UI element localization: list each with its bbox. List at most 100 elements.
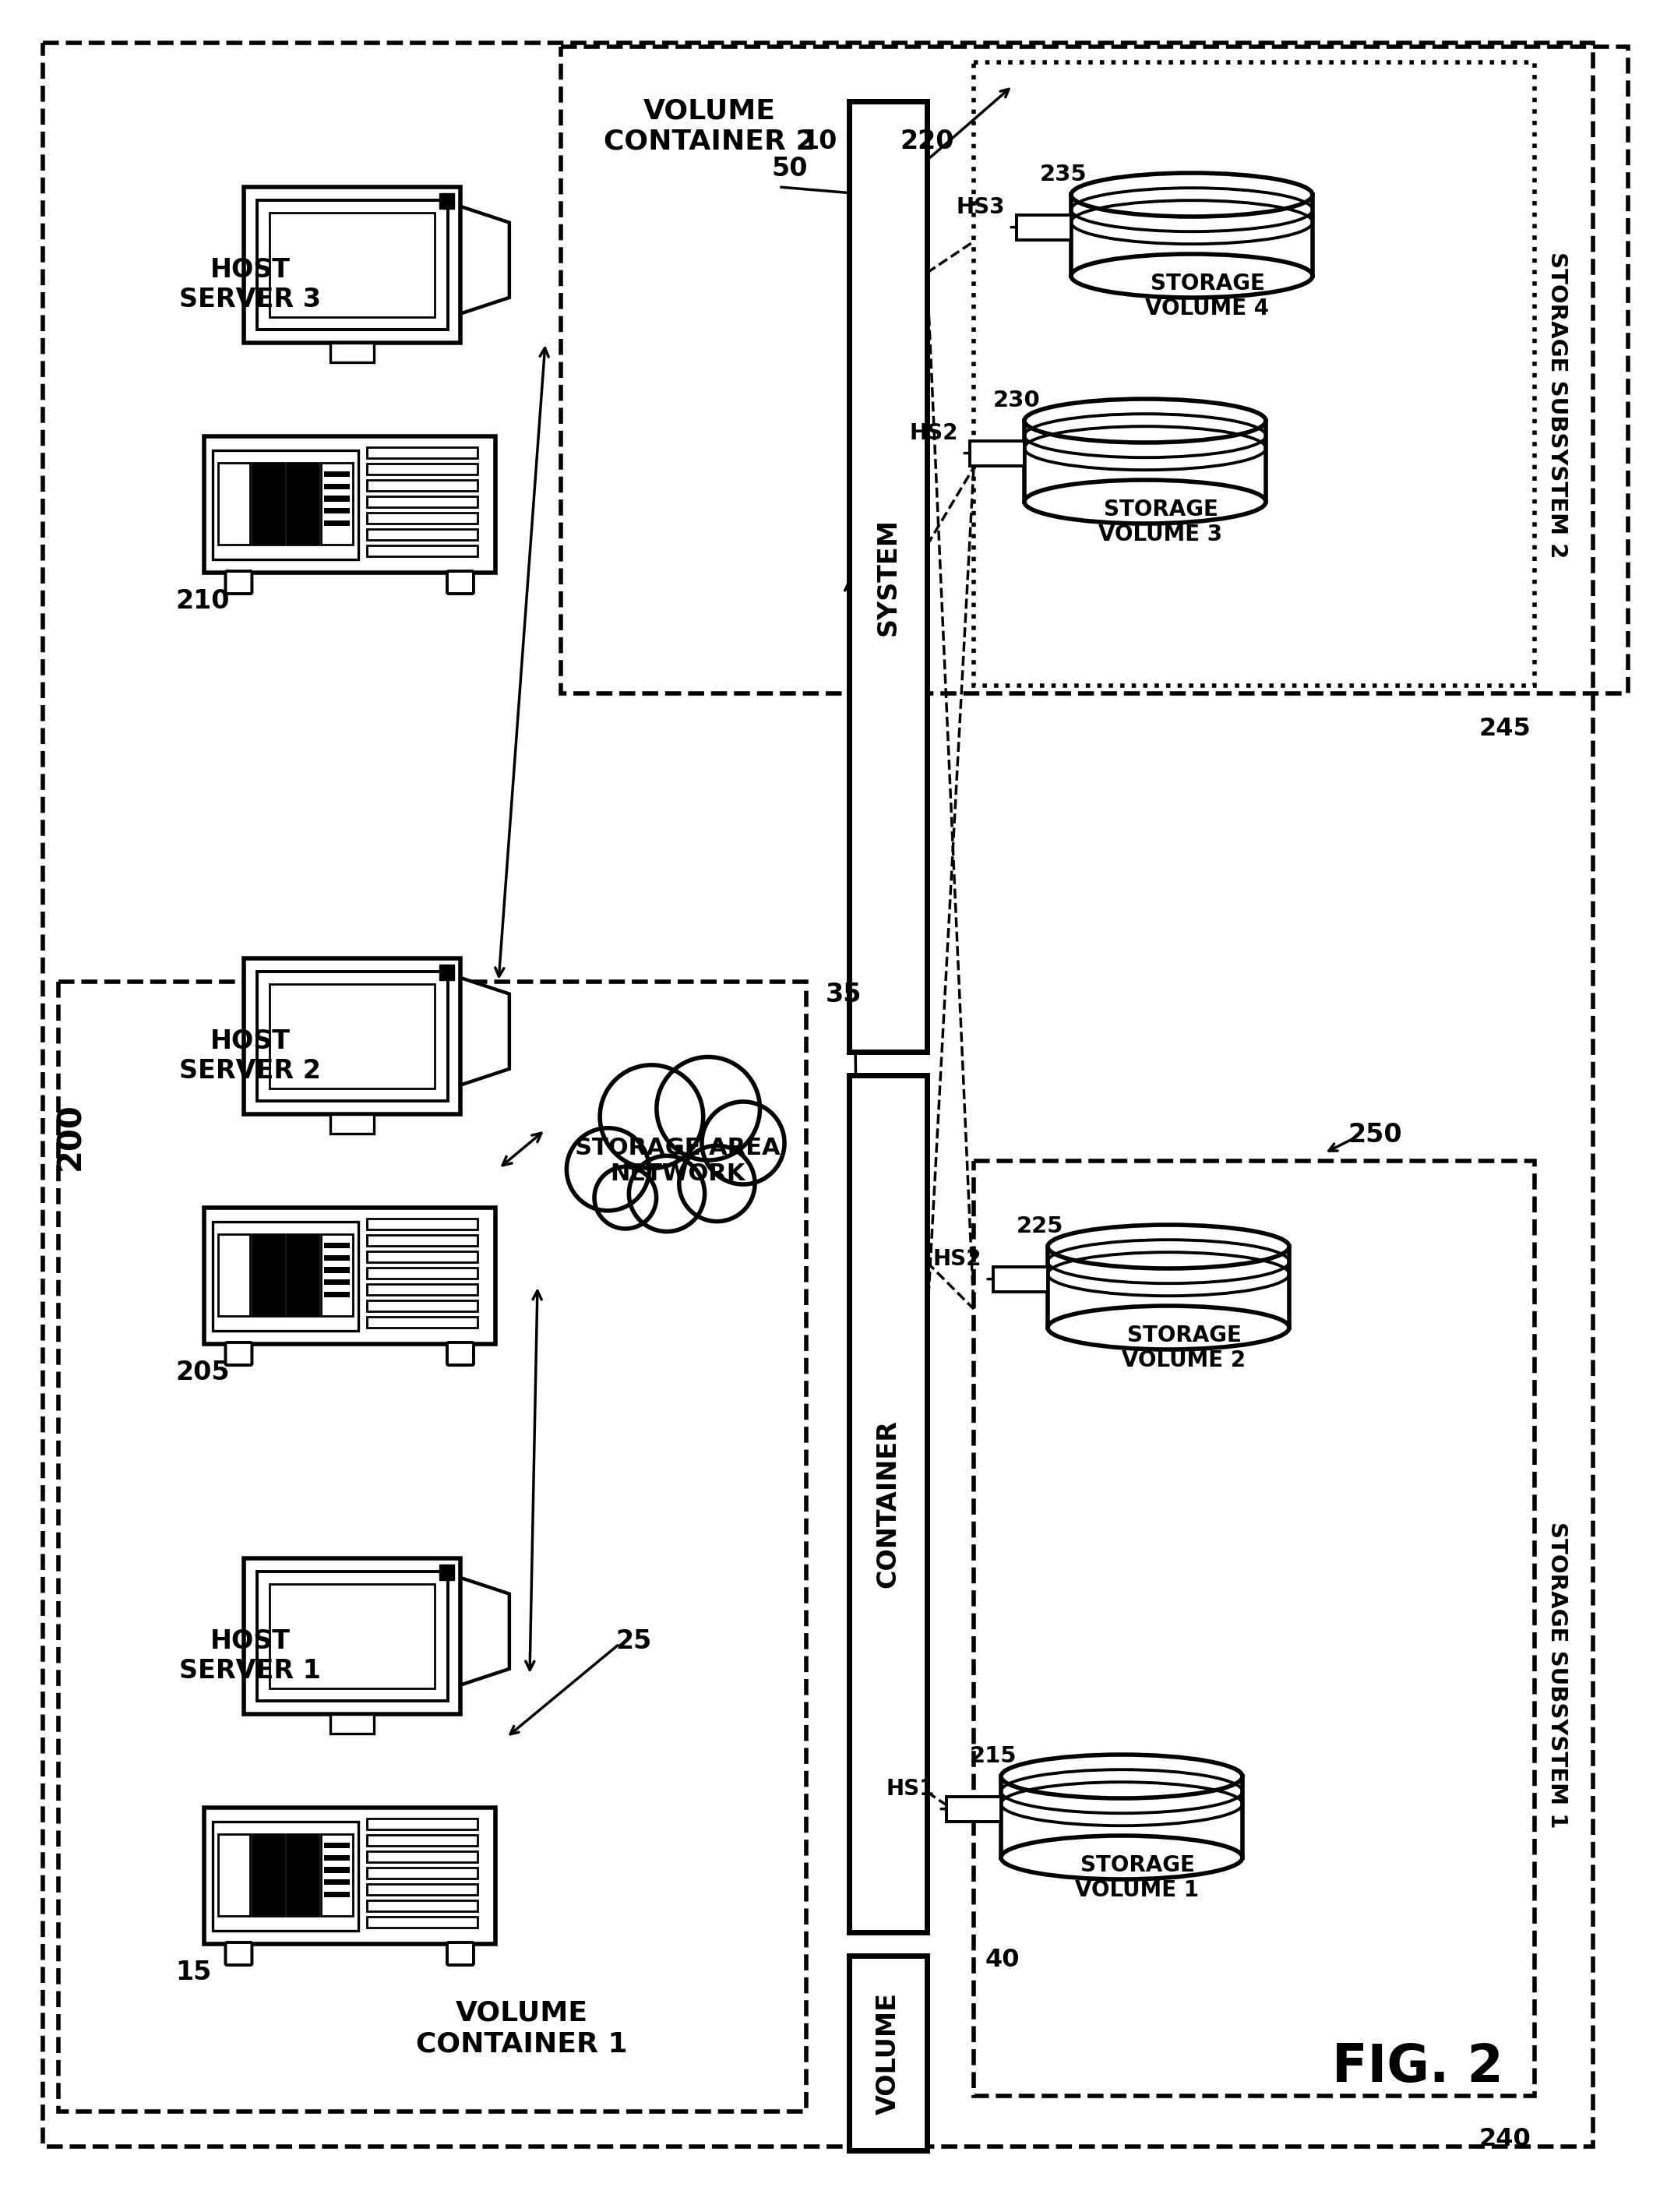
- Bar: [212, 449, 358, 560]
- Bar: [270, 984, 435, 1088]
- Text: 215: 215: [970, 1745, 1017, 1767]
- Bar: [257, 1571, 448, 1701]
- Ellipse shape: [1000, 1754, 1242, 1798]
- Bar: [367, 447, 478, 458]
- Bar: [257, 971, 448, 1102]
- Bar: [970, 440, 1024, 465]
- Text: 25: 25: [615, 1628, 652, 1655]
- Bar: [438, 192, 453, 208]
- Bar: [253, 1834, 285, 1916]
- Bar: [58, 982, 807, 2112]
- Bar: [325, 1880, 350, 1885]
- Text: HS1: HS1: [887, 1778, 935, 1801]
- Bar: [367, 529, 478, 540]
- Text: 200: 200: [53, 1104, 87, 1170]
- Bar: [243, 1557, 460, 1714]
- Circle shape: [628, 1157, 705, 1232]
- Circle shape: [600, 1064, 703, 1168]
- Bar: [974, 62, 1535, 686]
- Text: HOST
SERVER 3: HOST SERVER 3: [178, 257, 322, 312]
- FancyBboxPatch shape: [225, 571, 252, 593]
- Bar: [322, 462, 353, 544]
- Ellipse shape: [1000, 1836, 1242, 1880]
- Text: HS2: HS2: [934, 1248, 982, 1270]
- Bar: [330, 1115, 373, 1135]
- Text: 235: 235: [1040, 164, 1087, 186]
- Text: STORAGE
VOLUME 2: STORAGE VOLUME 2: [1122, 1325, 1245, 1371]
- Bar: [1017, 215, 1072, 239]
- Text: 10: 10: [802, 128, 837, 155]
- Text: 50: 50: [772, 155, 807, 181]
- Bar: [325, 1243, 350, 1248]
- Polygon shape: [460, 1577, 510, 1686]
- Text: VOLUME
CONTAINER 2: VOLUME CONTAINER 2: [603, 97, 815, 155]
- Bar: [367, 1283, 478, 1294]
- Ellipse shape: [1072, 254, 1312, 299]
- Ellipse shape: [1072, 173, 1312, 217]
- Bar: [438, 1564, 453, 1579]
- Ellipse shape: [1049, 1225, 1289, 1267]
- Bar: [203, 1208, 495, 1345]
- Bar: [243, 188, 460, 343]
- Bar: [253, 462, 285, 544]
- Bar: [325, 1856, 350, 1860]
- Text: STORAGE SUBSYSTEM 1: STORAGE SUBSYSTEM 1: [1547, 1522, 1569, 1829]
- Text: STORAGE AREA
NETWORK: STORAGE AREA NETWORK: [575, 1137, 780, 1186]
- Text: 210: 210: [175, 588, 230, 615]
- FancyBboxPatch shape: [447, 1343, 473, 1365]
- Bar: [203, 436, 495, 573]
- Bar: [849, 1075, 927, 1933]
- Bar: [325, 471, 350, 478]
- Text: HOST
SERVER 1: HOST SERVER 1: [178, 1628, 320, 1683]
- Bar: [287, 1834, 318, 1916]
- Bar: [203, 1807, 495, 1944]
- Bar: [270, 212, 435, 316]
- Circle shape: [678, 1146, 755, 1221]
- Bar: [287, 462, 318, 544]
- Text: 40: 40: [985, 1949, 1020, 1973]
- Bar: [243, 958, 460, 1115]
- Bar: [849, 102, 927, 1053]
- Bar: [367, 1219, 478, 1230]
- Bar: [212, 1221, 358, 1329]
- Text: STORAGE
VOLUME 3: STORAGE VOLUME 3: [1099, 498, 1222, 546]
- Ellipse shape: [1024, 398, 1265, 442]
- Bar: [325, 520, 350, 526]
- Polygon shape: [460, 978, 510, 1084]
- Bar: [367, 1234, 478, 1245]
- Bar: [325, 1891, 350, 1898]
- Text: 250: 250: [1347, 1121, 1402, 1148]
- FancyBboxPatch shape: [447, 1942, 473, 1964]
- Ellipse shape: [1049, 1305, 1289, 1349]
- Bar: [330, 343, 373, 363]
- Bar: [367, 546, 478, 555]
- Bar: [322, 1834, 353, 1916]
- Bar: [212, 1820, 358, 1931]
- Text: SYSTEM: SYSTEM: [875, 518, 900, 635]
- Bar: [218, 1234, 250, 1316]
- Text: STORAGE
VOLUME 4: STORAGE VOLUME 4: [1145, 272, 1269, 321]
- Bar: [367, 1836, 478, 1845]
- Polygon shape: [460, 206, 510, 314]
- Bar: [560, 46, 1629, 692]
- Bar: [330, 1714, 373, 1734]
- Text: 240: 240: [1479, 2128, 1530, 2152]
- Bar: [367, 1885, 478, 1896]
- Text: 225: 225: [1017, 1214, 1064, 1237]
- Bar: [367, 1252, 478, 1263]
- Bar: [367, 495, 478, 507]
- Bar: [367, 1851, 478, 1863]
- Bar: [325, 1267, 350, 1272]
- Text: HS2: HS2: [910, 422, 959, 445]
- Text: STORAGE SUBSYSTEM 2: STORAGE SUBSYSTEM 2: [1547, 252, 1569, 557]
- Text: 245: 245: [1479, 717, 1530, 741]
- Bar: [367, 1301, 478, 1312]
- FancyBboxPatch shape: [225, 1942, 252, 1964]
- Text: VOLUME: VOLUME: [875, 1991, 900, 2115]
- Text: STORAGE
VOLUME 1: STORAGE VOLUME 1: [1075, 1854, 1199, 1902]
- Bar: [367, 1818, 478, 1829]
- Bar: [325, 1292, 350, 1298]
- Bar: [325, 495, 350, 502]
- Bar: [325, 1867, 350, 1874]
- Circle shape: [657, 1057, 760, 1161]
